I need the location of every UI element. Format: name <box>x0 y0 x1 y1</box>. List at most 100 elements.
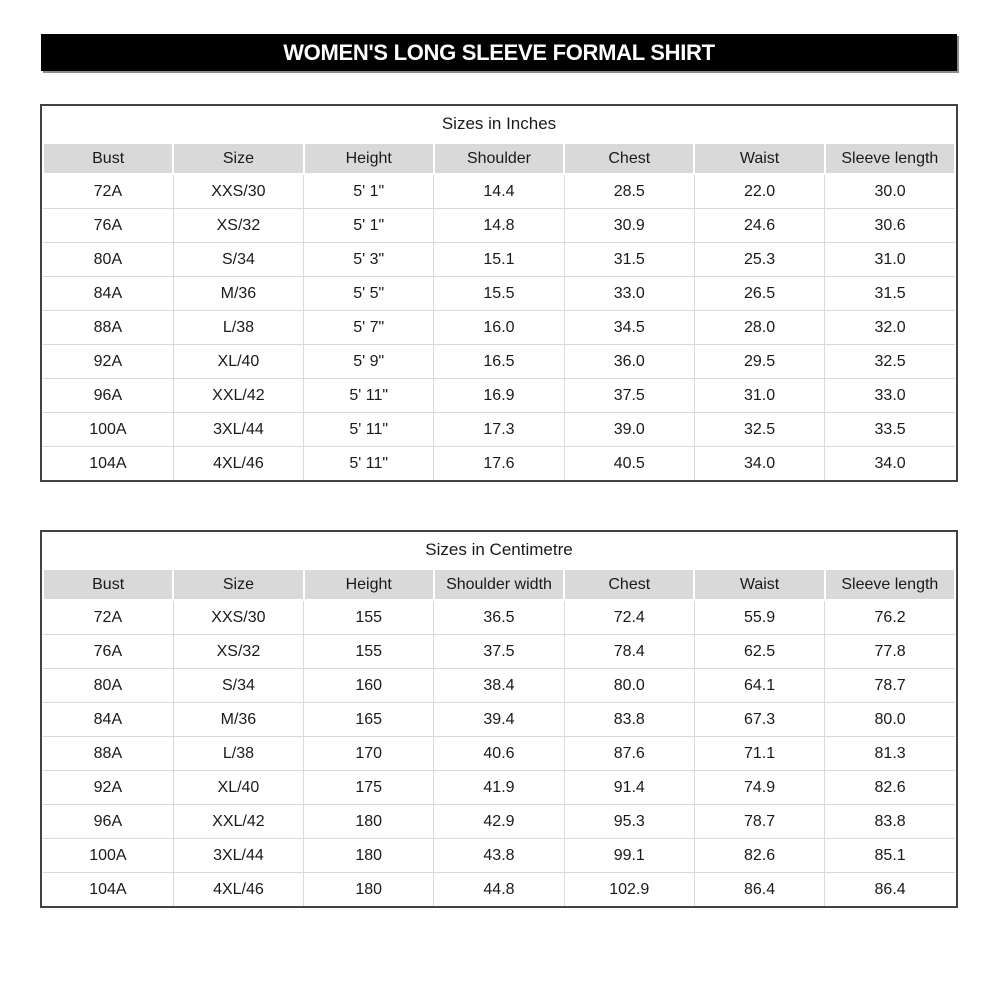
table-cell: 100A <box>43 838 174 873</box>
table-cell: 86.4 <box>694 872 826 906</box>
table-row: 84A M/36 165 39.4 83.8 67.3 80.0 <box>43 702 955 737</box>
table-cell: 84A <box>43 702 174 737</box>
table-cell: 72A <box>43 174 174 209</box>
table-cell: 37.5 <box>564 378 695 413</box>
table-cell: M/36 <box>173 702 305 737</box>
centimetre-table-title: Sizes in Centimetre <box>42 532 956 568</box>
table-cell: 38.4 <box>433 668 565 703</box>
table-cell: 180 <box>303 838 435 873</box>
table-cell: 34.0 <box>874 454 906 472</box>
column-header-waist: Waist <box>693 568 826 601</box>
table-cell: XXS/30 <box>173 174 305 209</box>
table-cell: 62.5 <box>694 634 826 669</box>
table-cell: 80A <box>43 668 174 703</box>
centimetre-table-body: 72A XXS/30 155 36.5 72.4 55.9 76.2 76A XS/32 155 3… <box>43 600 955 906</box>
table-cell: 5' 7" <box>303 310 435 345</box>
table-cell: 84A <box>43 276 174 311</box>
table-cell: S/34 <box>173 242 305 277</box>
table-cell: 86.4 <box>874 880 906 898</box>
table-cell: 64.1 <box>694 668 826 703</box>
table-cell: 80.0 <box>564 668 695 703</box>
table-cell: 96A <box>43 378 174 413</box>
table-cell: 96A <box>43 804 174 839</box>
centimetre-table: Bust Size Height Shoulder width Chest Wa… <box>41 568 957 906</box>
table-row: 104A 4XL/46 5' 11" 17.6 40.5 34.0 34.0 <box>43 446 955 480</box>
table-cell: 99.1 <box>564 838 695 873</box>
table-cell: 30.6 <box>824 208 955 243</box>
centimetre-table-section: Sizes in Centimetre Bust Size Height Sho… <box>40 530 958 908</box>
table-cell: 3XL/44 <box>173 838 305 873</box>
table-cell: 5' 1" <box>303 208 435 243</box>
table-cell: 88A <box>43 736 174 771</box>
table-cell: 76.2 <box>824 600 955 635</box>
table-cell: 78.7 <box>694 804 826 839</box>
table-cell: 82.6 <box>694 838 826 873</box>
table-cell: 80.0 <box>824 702 955 737</box>
table-cell: 16.0 <box>433 310 565 345</box>
header-row: Bust Size Height Shoulder Chest Waist Sl… <box>41 142 957 175</box>
table-cell: 5' 11" <box>303 378 435 413</box>
header-row: Bust Size Height Shoulder width Chest Wa… <box>41 568 957 601</box>
table-cell: 165 <box>303 702 435 737</box>
table-cell: 76A <box>43 208 174 243</box>
inches-table: Bust Size Height Shoulder Chest Waist Sl… <box>41 142 957 480</box>
table-cell: 29.5 <box>694 344 826 379</box>
table-cell: 16.5 <box>433 344 565 379</box>
table-cell: 33.5 <box>824 412 955 447</box>
table-cell: 5' 9" <box>303 344 435 379</box>
table-cell: 39.4 <box>433 702 565 737</box>
centimetre-table-head: Bust Size Height Shoulder width Chest Wa… <box>41 568 957 601</box>
table-cell: XXL/42 <box>173 804 305 839</box>
column-header-bust: Bust <box>41 568 175 601</box>
inches-table-head: Bust Size Height Shoulder Chest Waist Sl… <box>41 142 957 175</box>
table-cell: XS/32 <box>173 634 305 669</box>
table-cell: 22.0 <box>694 174 826 209</box>
table-cell: 5' 11" <box>303 446 435 480</box>
column-header-size: Size <box>172 568 305 601</box>
table-cell: 160 <box>303 668 435 703</box>
table-cell: 28.0 <box>694 310 826 345</box>
column-header-chest: Chest <box>563 142 696 175</box>
title-banner: WOMEN'S LONG SLEEVE FORMAL SHIRT <box>41 34 957 71</box>
inches-table-title: Sizes in Inches <box>42 106 956 142</box>
table-cell: 80A <box>43 242 174 277</box>
table-cell: 28.5 <box>564 174 695 209</box>
table-row: 88A L/38 5' 7" 16.0 34.5 28.0 32.0 <box>43 310 955 345</box>
table-cell: 88A <box>43 310 174 345</box>
table-cell: 41.9 <box>433 770 565 805</box>
table-cell: 36.0 <box>564 344 695 379</box>
table-cell: L/38 <box>173 310 305 345</box>
table-row: 104A 4XL/46 180 44.8 102.9 86.4 86.4 <box>43 872 955 906</box>
table-cell: XL/40 <box>173 770 305 805</box>
table-cell: 15.5 <box>433 276 565 311</box>
table-cell: 31.5 <box>824 276 955 311</box>
table-cell: 92A <box>43 770 174 805</box>
table-cell: 33.0 <box>564 276 695 311</box>
table-cell: 5' 11" <box>303 412 435 447</box>
table-cell: XXL/42 <box>173 378 305 413</box>
table-row: 72A XXS/30 5' 1" 14.4 28.5 22.0 30.0 <box>43 174 955 209</box>
table-cell: 5' 3" <box>303 242 435 277</box>
table-cell: 37.5 <box>433 634 565 669</box>
table-cell: 155 <box>303 600 435 635</box>
table-cell: 102.9 <box>564 872 695 906</box>
column-header-size: Size <box>172 142 305 175</box>
table-cell: 83.8 <box>564 702 695 737</box>
table-row: 76A XS/32 155 37.5 78.4 62.5 77.8 <box>43 634 955 669</box>
table-cell: 25.3 <box>694 242 826 277</box>
column-header-sleeve-length: Sleeve length <box>823 142 957 175</box>
table-cell: 33.0 <box>824 378 955 413</box>
table-cell: 40.5 <box>564 446 695 480</box>
table-cell: 14.8 <box>433 208 565 243</box>
table-cell: 72A <box>43 600 174 635</box>
table-row: 100A 3XL/44 5' 11" 17.3 39.0 32.5 33.5 <box>43 412 955 447</box>
table-cell: 34.0 <box>694 446 826 480</box>
table-row: 84A M/36 5' 5" 15.5 33.0 26.5 31.5 <box>43 276 955 311</box>
inches-table-section: Sizes in Inches Bust Size Height Shoulde… <box>40 104 958 482</box>
table-row: 72A XXS/30 155 36.5 72.4 55.9 76.2 <box>43 600 955 635</box>
table-cell: 155 <box>303 634 435 669</box>
page-title: WOMEN'S LONG SLEEVE FORMAL SHIRT <box>283 39 715 65</box>
table-cell: 71.1 <box>694 736 826 771</box>
table-cell: 17.6 <box>433 446 565 480</box>
